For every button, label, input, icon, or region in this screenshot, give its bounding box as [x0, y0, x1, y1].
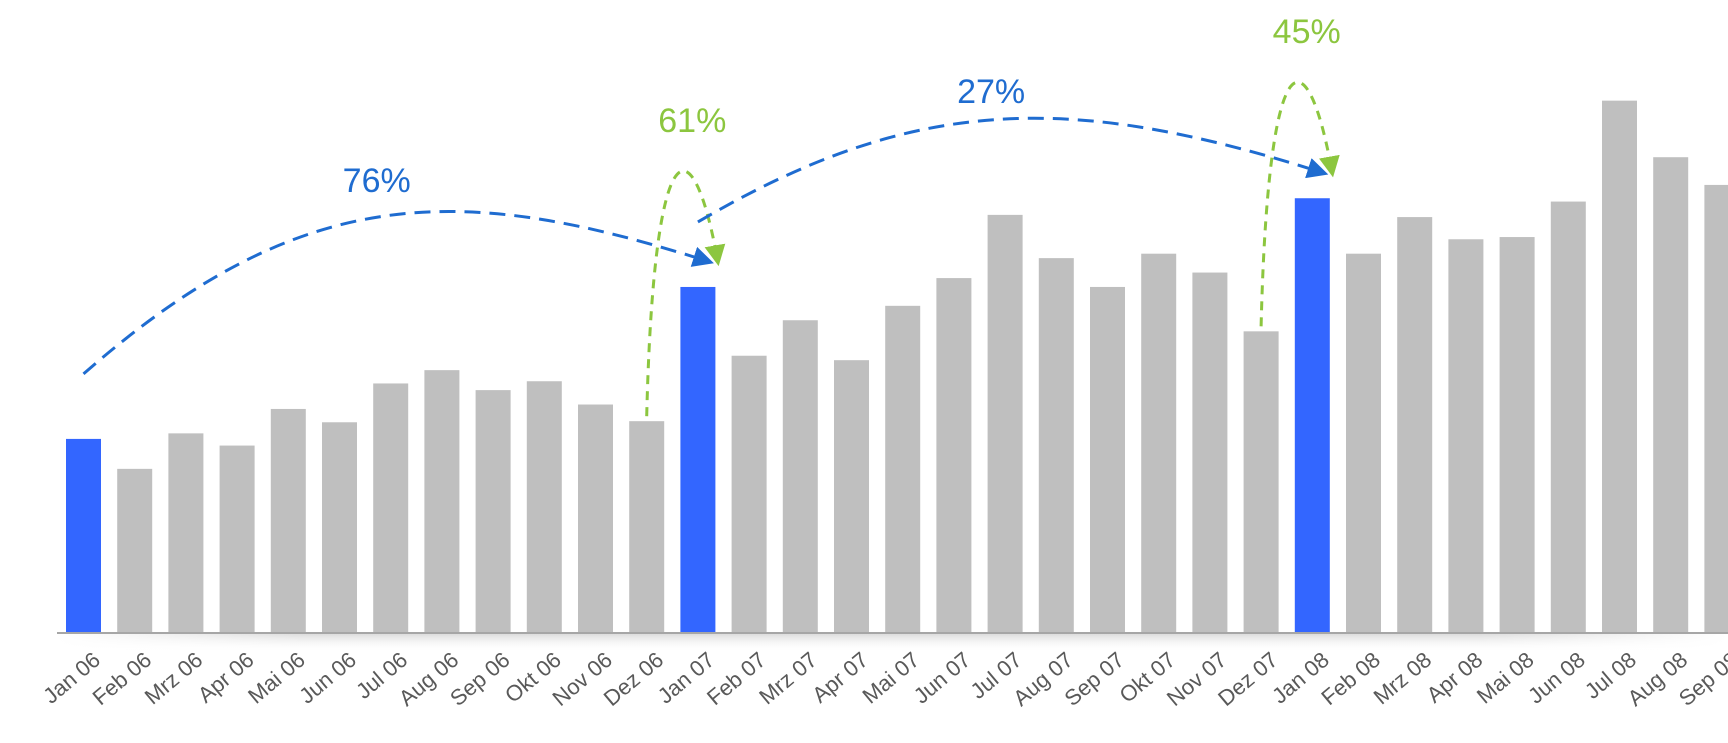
bar-feb-08 [1346, 253, 1381, 633]
bar-jan-08 [1294, 198, 1330, 633]
bar-mrz-06 [168, 433, 204, 633]
growth-arc-green [1259, 80, 1340, 327]
bar-mrz-08 [1397, 217, 1433, 633]
bar-series [66, 100, 1728, 634]
bar-jul-07 [987, 214, 1023, 633]
x-tick-label: Feb 06 [88, 647, 157, 710]
x-tick-label: Apr 06 [193, 647, 259, 708]
x-tick-label: Apr 07 [807, 647, 873, 708]
bar-mai-07 [885, 305, 921, 633]
bar-jul-06 [373, 383, 409, 633]
growth-label: 45% [1273, 13, 1341, 51]
growth-label: 61% [658, 102, 726, 140]
x-tick-label: Mai 08 [1472, 647, 1539, 709]
bar-jan-06 [66, 438, 101, 633]
x-tick-label: Dez 07 [1213, 647, 1282, 711]
bar-aug-08 [1653, 157, 1689, 633]
bar-nov-07 [1192, 272, 1228, 633]
x-tick-label: Sep 06 [445, 647, 514, 711]
bar-sep-08 [1704, 184, 1728, 633]
bar-mai-06 [270, 408, 306, 633]
x-tick-label: Jun 07 [909, 647, 976, 709]
x-tick-label: Mrz 08 [1369, 647, 1437, 709]
bar-mai-08 [1499, 237, 1535, 633]
bar-sep-06 [475, 390, 511, 633]
bar-jun-08 [1550, 201, 1586, 633]
bar-apr-07 [834, 360, 869, 633]
bar-dez-06 [629, 421, 665, 633]
x-tick-label: Feb 08 [1316, 647, 1385, 710]
bar-jul-08 [1602, 100, 1637, 634]
growth-label: 27% [957, 73, 1025, 111]
baseline-shadow-fade [55, 634, 1728, 652]
x-tick-label: Apr 08 [1422, 647, 1488, 708]
bar-dez-07 [1243, 331, 1279, 633]
bar-aug-07 [1038, 258, 1074, 633]
x-tick-label: Jun 06 [294, 647, 361, 709]
bar-nov-06 [578, 404, 613, 633]
bar-apr-08 [1448, 239, 1484, 634]
bar-okt-06 [526, 381, 562, 633]
x-tick-label: Dez 06 [599, 647, 668, 711]
bar-feb-06 [117, 468, 153, 633]
bar-jan-07 [680, 286, 716, 633]
growth-arc-green [645, 169, 726, 417]
x-tick-label: Mrz 07 [754, 647, 822, 709]
growth-annotations: 76% 61% 27% 45% [82, 13, 1341, 417]
bar-jun-06 [322, 422, 357, 633]
bar-jun-07 [936, 278, 972, 633]
bar-sep-07 [1090, 286, 1125, 633]
x-tick-label: Mai 06 [243, 647, 310, 709]
bar-aug-06 [424, 370, 460, 633]
bar-apr-06 [219, 445, 255, 633]
bar-mrz-07 [782, 320, 818, 633]
x-tick-label: Jun 08 [1523, 647, 1590, 709]
x-tick-label: Mai 07 [858, 647, 925, 709]
growth-arc-blue [82, 210, 714, 376]
bar-feb-07 [731, 355, 767, 633]
x-tick-label: Feb 07 [702, 647, 771, 710]
bar-okt-07 [1141, 253, 1177, 633]
growth-arc-blue [697, 116, 1329, 224]
x-tick-label: Mrz 06 [140, 647, 208, 709]
x-tick-label: Sep 07 [1060, 647, 1129, 711]
growth-label: 76% [343, 162, 411, 200]
